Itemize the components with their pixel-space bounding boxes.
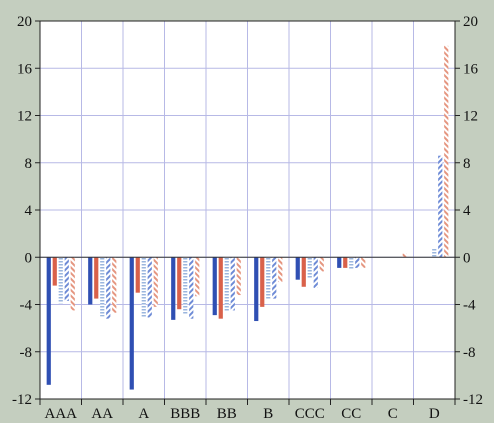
- y-tick-label-right: 12: [463, 109, 478, 125]
- bar: [177, 257, 182, 310]
- bar: [189, 257, 194, 319]
- bar: [266, 257, 271, 299]
- bar: [224, 257, 229, 312]
- y-tick-label-left: 4: [25, 203, 33, 219]
- bar: [52, 257, 57, 286]
- bar: [106, 257, 111, 319]
- bar: [278, 257, 283, 283]
- bar: [230, 257, 235, 311]
- bar: [135, 257, 140, 293]
- x-tick-label: CCC: [295, 406, 325, 422]
- y-tick-label-left: 16: [17, 61, 33, 77]
- bar: [88, 257, 93, 305]
- bar: [260, 257, 265, 307]
- bar: [212, 257, 217, 316]
- x-tick-label: BBB: [170, 406, 200, 422]
- bar: [147, 257, 152, 318]
- y-tick-label-right: 20: [463, 14, 478, 30]
- y-tick-label-right: -8: [463, 345, 476, 361]
- y-tick-label-left: -12: [12, 392, 32, 408]
- bar: [171, 257, 176, 320]
- bars: [46, 45, 449, 390]
- bar: [355, 257, 360, 268]
- y-tick-label-right: -12: [463, 392, 483, 408]
- bar: [195, 257, 200, 297]
- axes: [35, 20, 460, 405]
- bar: [272, 257, 277, 299]
- x-tick-label: AA: [91, 406, 113, 422]
- bar: [129, 257, 134, 390]
- bar: [301, 257, 306, 287]
- bar: [218, 257, 223, 319]
- bar: [153, 257, 158, 307]
- y-tick-label-left: -4: [20, 298, 33, 314]
- bar: [444, 45, 449, 258]
- y-tick-label-left: -8: [20, 345, 33, 361]
- y-tick-label-right: 8: [463, 156, 471, 172]
- bar: [141, 257, 146, 318]
- bar: [100, 257, 105, 317]
- bar: [319, 257, 324, 272]
- y-tick-label-right: 4: [463, 203, 471, 219]
- x-tick-label: AAA: [45, 406, 78, 422]
- x-tick-label: B: [263, 406, 273, 422]
- bar: [307, 257, 312, 279]
- bar: [432, 247, 437, 258]
- x-tick-label: C: [388, 406, 398, 422]
- bar: [70, 257, 75, 311]
- bar: [254, 257, 259, 322]
- bar: [46, 257, 51, 385]
- bar: [94, 257, 99, 299]
- bar: [64, 257, 69, 301]
- bar: [112, 257, 117, 313]
- y-tick-label-right: -4: [463, 298, 476, 314]
- bar: [236, 257, 241, 296]
- x-tick-label: D: [429, 406, 440, 422]
- bar: [402, 253, 407, 258]
- bar: [58, 257, 63, 304]
- y-tick-label-left: 20: [17, 14, 32, 30]
- bar: [343, 257, 348, 268]
- x-tick-label: A: [138, 406, 149, 422]
- y-tick-label-left: 8: [25, 156, 33, 172]
- x-tick-label: BB: [217, 406, 237, 422]
- x-tick-label: CC: [341, 406, 361, 422]
- y-tick-label-left: 12: [17, 109, 32, 125]
- y-tick-label-right: 16: [463, 61, 479, 77]
- bar: [337, 257, 342, 268]
- bar: [349, 257, 354, 270]
- y-tick-label-right: 0: [463, 250, 471, 266]
- bar: [438, 155, 443, 258]
- bar: [183, 257, 188, 314]
- y-tick-label-left: 0: [25, 250, 33, 266]
- bar: [313, 257, 318, 288]
- bar: [295, 257, 300, 280]
- bar: [361, 257, 366, 268]
